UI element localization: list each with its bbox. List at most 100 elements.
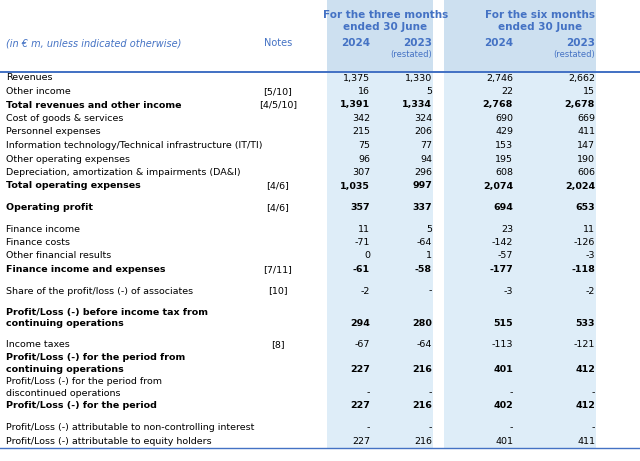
Text: -126: -126 [573,238,595,247]
Text: 94: 94 [420,154,432,164]
Text: 227: 227 [350,402,370,410]
Text: 15: 15 [583,87,595,96]
Text: 402: 402 [493,402,513,410]
Text: 215: 215 [352,128,370,136]
Text: -: - [429,423,432,432]
Text: 324: 324 [414,114,432,123]
Text: Other income: Other income [6,87,71,96]
Text: 2024: 2024 [341,38,370,48]
Text: [8]: [8] [271,340,285,349]
Text: -3: -3 [504,286,513,296]
Text: (restated): (restated) [553,50,595,59]
Text: Profit/Loss (-) for the period from: Profit/Loss (-) for the period from [6,354,185,362]
Text: 357: 357 [350,203,370,212]
Text: 690: 690 [495,114,513,123]
Text: 1,334: 1,334 [402,100,432,110]
Text: 2,768: 2,768 [483,100,513,110]
Text: 412: 412 [575,402,595,410]
Text: continuing operations: continuing operations [6,319,124,328]
Text: Operating profit: Operating profit [6,203,93,212]
Text: 2,746: 2,746 [486,73,513,83]
Text: -67: -67 [355,340,370,349]
Text: 1,391: 1,391 [340,100,370,110]
Text: 1,035: 1,035 [340,182,370,190]
Text: 411: 411 [577,128,595,136]
Text: Other financial results: Other financial results [6,252,111,260]
Text: Personnel expenses: Personnel expenses [6,128,100,136]
Text: 606: 606 [577,168,595,177]
Text: [10]: [10] [268,286,288,296]
Text: Income taxes: Income taxes [6,340,70,349]
Text: 1: 1 [426,252,432,260]
Text: 22: 22 [501,87,513,96]
Text: Total revenues and other income: Total revenues and other income [6,100,182,110]
Text: 195: 195 [495,154,513,164]
Text: -2: -2 [586,286,595,296]
Text: -: - [591,389,595,397]
Text: 216: 216 [412,365,432,373]
Text: 653: 653 [575,203,595,212]
Text: 227: 227 [352,437,370,445]
Text: 533: 533 [575,319,595,328]
Text: -: - [509,423,513,432]
Text: 0: 0 [364,252,370,260]
Text: Profit/Loss (-) for the period from: Profit/Loss (-) for the period from [6,378,162,386]
Text: 411: 411 [577,437,595,445]
Text: 5: 5 [426,87,432,96]
Text: Finance income: Finance income [6,225,80,234]
Text: Finance income and expenses: Finance income and expenses [6,265,166,274]
Text: Cost of goods & services: Cost of goods & services [6,114,124,123]
Text: 2023: 2023 [566,38,595,48]
Text: -64: -64 [417,238,432,247]
Text: -: - [429,286,432,296]
Text: 307: 307 [352,168,370,177]
Text: Share of the profit/loss (-) of associates: Share of the profit/loss (-) of associat… [6,286,193,296]
Text: (restated): (restated) [390,50,432,59]
Text: 401: 401 [493,365,513,373]
Text: 997: 997 [412,182,432,190]
Text: 2024: 2024 [484,38,513,48]
Text: Notes: Notes [264,38,292,48]
Text: 147: 147 [577,141,595,150]
Text: Total operating expenses: Total operating expenses [6,182,141,190]
Text: Other operating expenses: Other operating expenses [6,154,130,164]
Text: 2,678: 2,678 [564,100,595,110]
Text: Profit/Loss (-) attributable to equity holders: Profit/Loss (-) attributable to equity h… [6,437,212,445]
Text: [7/11]: [7/11] [264,265,292,274]
Text: 669: 669 [577,114,595,123]
Text: 216: 216 [414,437,432,445]
Text: 694: 694 [493,203,513,212]
Text: 96: 96 [358,154,370,164]
Text: 1,330: 1,330 [404,73,432,83]
Text: 16: 16 [358,87,370,96]
Text: -142: -142 [492,238,513,247]
Text: 342: 342 [352,114,370,123]
Text: 337: 337 [412,203,432,212]
Text: -177: -177 [489,265,513,274]
Text: 206: 206 [414,128,432,136]
Text: 2023: 2023 [403,38,432,48]
Text: -58: -58 [415,265,432,274]
Text: -: - [367,423,370,432]
Text: -57: -57 [498,252,513,260]
Text: -3: -3 [586,252,595,260]
Text: -2: -2 [360,286,370,296]
Text: 11: 11 [358,225,370,234]
Text: 77: 77 [420,141,432,150]
Text: 75: 75 [358,141,370,150]
Text: 429: 429 [495,128,513,136]
Text: -118: -118 [571,265,595,274]
Text: (in € m, unless indicated otherwise): (in € m, unless indicated otherwise) [6,38,181,48]
Text: 401: 401 [495,437,513,445]
Text: 412: 412 [575,365,595,373]
Text: 216: 216 [412,402,432,410]
Text: -: - [367,389,370,397]
Text: 2,024: 2,024 [565,182,595,190]
Text: 296: 296 [414,168,432,177]
Text: -64: -64 [417,340,432,349]
Bar [327,0,433,72]
Text: Finance costs: Finance costs [6,238,70,247]
Text: discontinued operations: discontinued operations [6,389,120,397]
Text: -71: -71 [355,238,370,247]
Text: 1,375: 1,375 [343,73,370,83]
